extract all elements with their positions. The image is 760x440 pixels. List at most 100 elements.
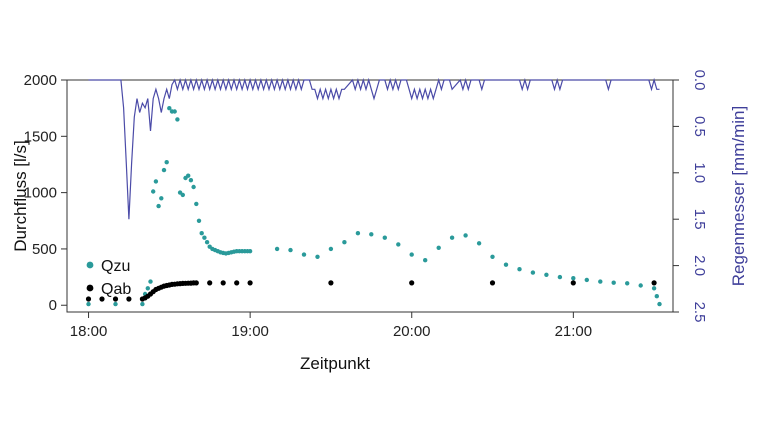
- point-qzu: [544, 272, 549, 277]
- series-qzu: [86, 106, 662, 307]
- series-layer: [85, 77, 662, 307]
- y2-axis-title: Regenmesser [mm/min]: [729, 106, 748, 286]
- point-qzu: [288, 247, 293, 253]
- point-qab: [112, 296, 119, 302]
- y2-tick-label: 0.0: [691, 70, 708, 91]
- y2-tick-label: 2.5: [691, 302, 708, 323]
- point-qzu: [503, 262, 509, 267]
- point-qzu: [396, 242, 401, 247]
- point-qzu: [598, 279, 603, 284]
- point-qab: [409, 280, 415, 286]
- y2-tick-label: 0.5: [691, 116, 708, 137]
- series-qab: [85, 280, 657, 302]
- y2-tick-label: 1.5: [691, 209, 708, 230]
- point-qzu: [113, 301, 118, 307]
- rain-line: [88, 77, 660, 220]
- point-qab: [207, 280, 213, 286]
- point-qzu: [153, 179, 159, 184]
- point-qzu: [301, 252, 307, 257]
- point-qzu: [369, 232, 374, 237]
- point-qzu: [449, 235, 455, 240]
- point-qzu: [571, 276, 576, 281]
- y-tick-label: 2000: [24, 72, 57, 89]
- point-qzu: [247, 249, 253, 254]
- point-qzu: [186, 173, 191, 178]
- point-qzu: [140, 301, 145, 307]
- point-qzu: [202, 235, 207, 240]
- point-qab: [234, 280, 240, 286]
- x-axis: 18:00 19:00 20:00 21:00: [70, 312, 592, 340]
- y-tick-label: 500: [32, 241, 57, 258]
- left-axis: 0 500 1000 1500 2000: [24, 72, 67, 314]
- right-axis: 0.0 0.5 1.0 1.5 2.0 2.5: [673, 70, 708, 323]
- x-tick-label: 19:00: [231, 323, 269, 340]
- point-qzu: [657, 301, 662, 307]
- point-qzu: [161, 167, 167, 173]
- point-qab: [220, 280, 226, 286]
- point-qzu: [204, 240, 210, 245]
- point-qzu: [382, 235, 387, 240]
- point-qzu: [463, 233, 468, 238]
- x-tick-label: 18:00: [70, 323, 108, 340]
- point-qzu: [196, 218, 202, 223]
- point-qzu: [167, 106, 172, 111]
- point-qzu: [328, 246, 334, 252]
- point-qzu: [145, 286, 150, 291]
- point-qzu: [274, 246, 280, 252]
- point-qab: [570, 280, 576, 286]
- point-qzu: [148, 279, 153, 284]
- y-tick-label: 0: [49, 297, 57, 314]
- point-qab: [126, 296, 132, 302]
- legend: Qzu Qab: [86, 258, 131, 298]
- plot-frame: [66, 79, 674, 313]
- x-axis-title: Zeitpunkt: [300, 354, 370, 373]
- point-qzu: [517, 267, 522, 272]
- point-qzu: [355, 231, 361, 236]
- point-qzu: [638, 283, 643, 288]
- y-tick-label: 1500: [24, 128, 57, 145]
- x-tick-label: 21:00: [555, 323, 593, 340]
- point-qzu: [315, 254, 320, 259]
- x-tick-label: 20:00: [393, 323, 431, 340]
- point-qab: [99, 296, 105, 302]
- point-qzu: [476, 241, 482, 246]
- point-qab: [193, 280, 199, 286]
- point-qzu: [490, 254, 495, 259]
- point-qzu: [151, 189, 156, 194]
- point-qab: [489, 280, 496, 286]
- point-qzu: [611, 280, 616, 285]
- point-qzu: [172, 109, 177, 114]
- point-qzu: [194, 201, 199, 207]
- point-qzu: [156, 203, 161, 209]
- point-qzu: [180, 192, 185, 198]
- point-qzu: [86, 301, 91, 307]
- point-qab: [85, 296, 92, 302]
- legend-label-qzu: Qzu: [101, 258, 130, 275]
- point-qzu: [199, 231, 204, 236]
- point-qzu: [159, 196, 164, 201]
- point-qzu: [188, 178, 194, 183]
- legend-marker-qzu: [86, 261, 94, 269]
- point-qzu: [651, 286, 657, 291]
- y2-tick-label: 2.0: [691, 255, 708, 276]
- point-qzu: [423, 258, 428, 263]
- point-qzu: [530, 270, 536, 275]
- point-qzu: [191, 184, 196, 190]
- point-qab: [247, 280, 253, 286]
- point-qzu: [164, 160, 169, 165]
- point-qzu: [342, 240, 347, 245]
- y-tick-label: 1000: [24, 185, 57, 202]
- legend-marker-qab: [86, 284, 94, 292]
- point-qzu: [625, 281, 630, 286]
- point-qzu: [557, 274, 563, 280]
- y-axis-title: Durchfluss [l/s]: [11, 140, 30, 251]
- point-qzu: [436, 245, 441, 250]
- point-qzu: [409, 252, 414, 257]
- point-qzu: [584, 277, 589, 283]
- y2-tick-label: 1.0: [691, 162, 708, 183]
- legend-label-qab: Qab: [101, 281, 131, 298]
- point-qzu: [175, 117, 180, 122]
- point-qzu: [654, 294, 659, 299]
- point-qab: [651, 280, 657, 286]
